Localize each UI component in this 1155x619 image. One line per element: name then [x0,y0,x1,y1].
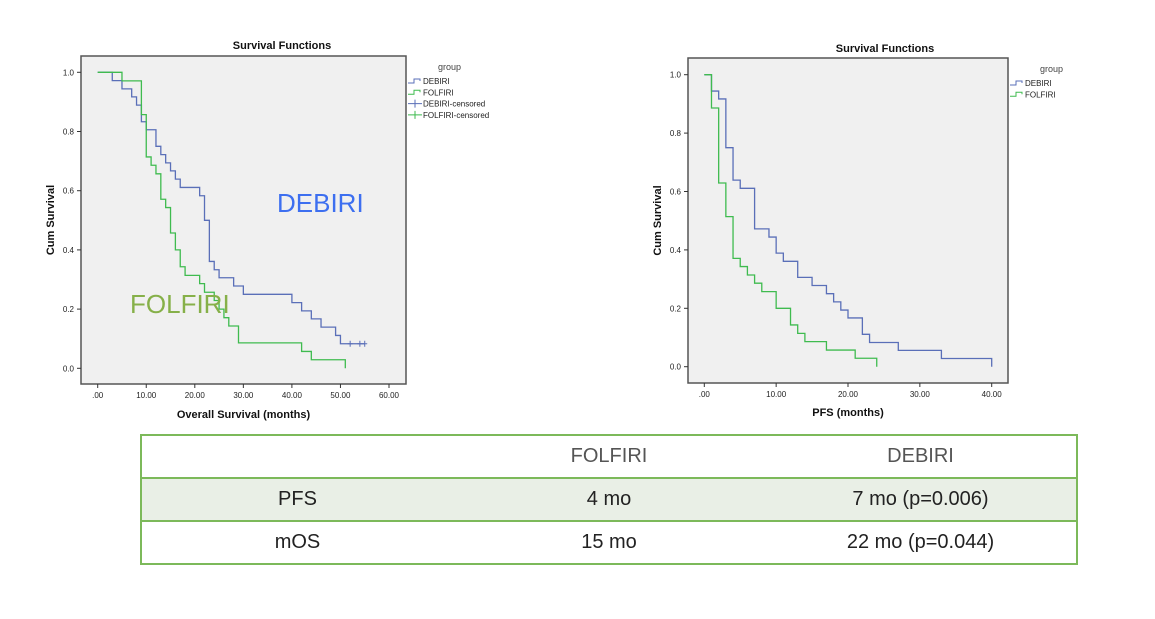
x-tick-label: 40.00 [282,391,303,400]
x-tick-label: 10.00 [136,391,157,400]
x-axis-label: Overall Survival (months) [177,409,311,421]
legend-item: FOLFIRI [1025,90,1056,99]
survival-curve-folfiri [704,74,878,367]
y-tick-label: 0.0 [63,364,75,373]
censor-mark-debiri [362,340,368,347]
table-row-mos: mOS 15 mo 22 mo (p=0.044) [141,520,1077,564]
y-tick-label: 0.6 [63,187,75,196]
y-tick-label: 0.2 [670,304,682,313]
header-cell-debiri: DEBIRI [887,445,954,467]
legend-swatch-censor-icon [408,99,422,108]
survival-curve-debiri [704,74,993,367]
legend-swatch-step-icon [1010,91,1023,97]
table-cell: 7 mo (p=0.006) [765,477,1077,521]
legend-item: FOLFIRI [423,88,454,97]
x-tick-label: 50.00 [330,391,351,400]
y-tick-label: 0.2 [63,305,75,314]
table-cell: 4 mo [453,477,765,521]
table-cell: PFS [141,477,453,521]
x-tick-label: .00 [92,391,104,400]
summary-table: FOLFIRI DEBIRI PFS 4 mo 7 mo (p=0.006) m… [140,434,1078,565]
legend-item: DEBIRI-censored [423,100,485,109]
legend-item: DEBIRI [1025,79,1052,88]
y-tick-label: 1.0 [63,68,75,77]
y-tick-label: 0.4 [670,246,682,255]
legend-item: DEBIRI [423,77,450,86]
survival-curve-debiri [97,71,365,345]
y-tick-label: 0.0 [670,363,682,372]
annotation-folfiri: FOLFIRI [130,289,230,319]
header-cell-folfiri: FOLFIRI [570,445,648,467]
legend-title: group [1040,64,1063,74]
y-tick-label: 0.6 [670,188,682,197]
y-tick-label: 1.0 [670,71,682,80]
y-axis-label: Cum Survival [45,185,57,255]
censor-mark-debiri [347,340,353,347]
x-tick-label: 20.00 [838,390,859,399]
legend-swatch-step-icon [1010,80,1023,86]
table-cell: 15 mo [453,520,765,564]
legend-swatch-step-icon [408,89,421,95]
y-axis-label: Cum Survival [652,185,664,255]
chart-title: Survival Functions [836,43,934,55]
annotation-debiri: DEBIRI [277,188,364,218]
x-tick-label: 30.00 [910,390,931,399]
y-tick-label: 0.8 [670,129,682,138]
y-tick-label: 0.4 [63,246,75,255]
chart-title: Survival Functions [233,40,331,52]
survival-curve-folfiri [97,71,346,369]
header-cell [141,435,453,478]
x-tick-label: 10.00 [766,390,787,399]
legend-item: FOLFIRI-censored [423,111,489,120]
censor-mark-debiri [357,340,363,347]
x-tick-label: 40.00 [982,390,1003,399]
x-tick-label: 20.00 [185,391,206,400]
table-row-pfs: PFS 4 mo 7 mo (p=0.006) [141,477,1077,521]
plot-area [687,57,1009,384]
y-tick-label: 0.8 [63,128,75,137]
plot-area [80,55,407,385]
table-cell: 22 mo (p=0.044) [765,520,1077,564]
table-header-row: FOLFIRI DEBIRI [141,435,1077,478]
x-tick-label: .00 [699,390,711,399]
x-tick-label: 30.00 [233,391,254,400]
legend-title: group [438,62,461,72]
x-tick-label: 60.00 [379,391,400,400]
table-cell: mOS [141,520,453,564]
legend-swatch-censor-icon [408,110,422,119]
x-axis-label: PFS (months) [812,407,884,419]
legend-swatch-step-icon [408,78,421,84]
